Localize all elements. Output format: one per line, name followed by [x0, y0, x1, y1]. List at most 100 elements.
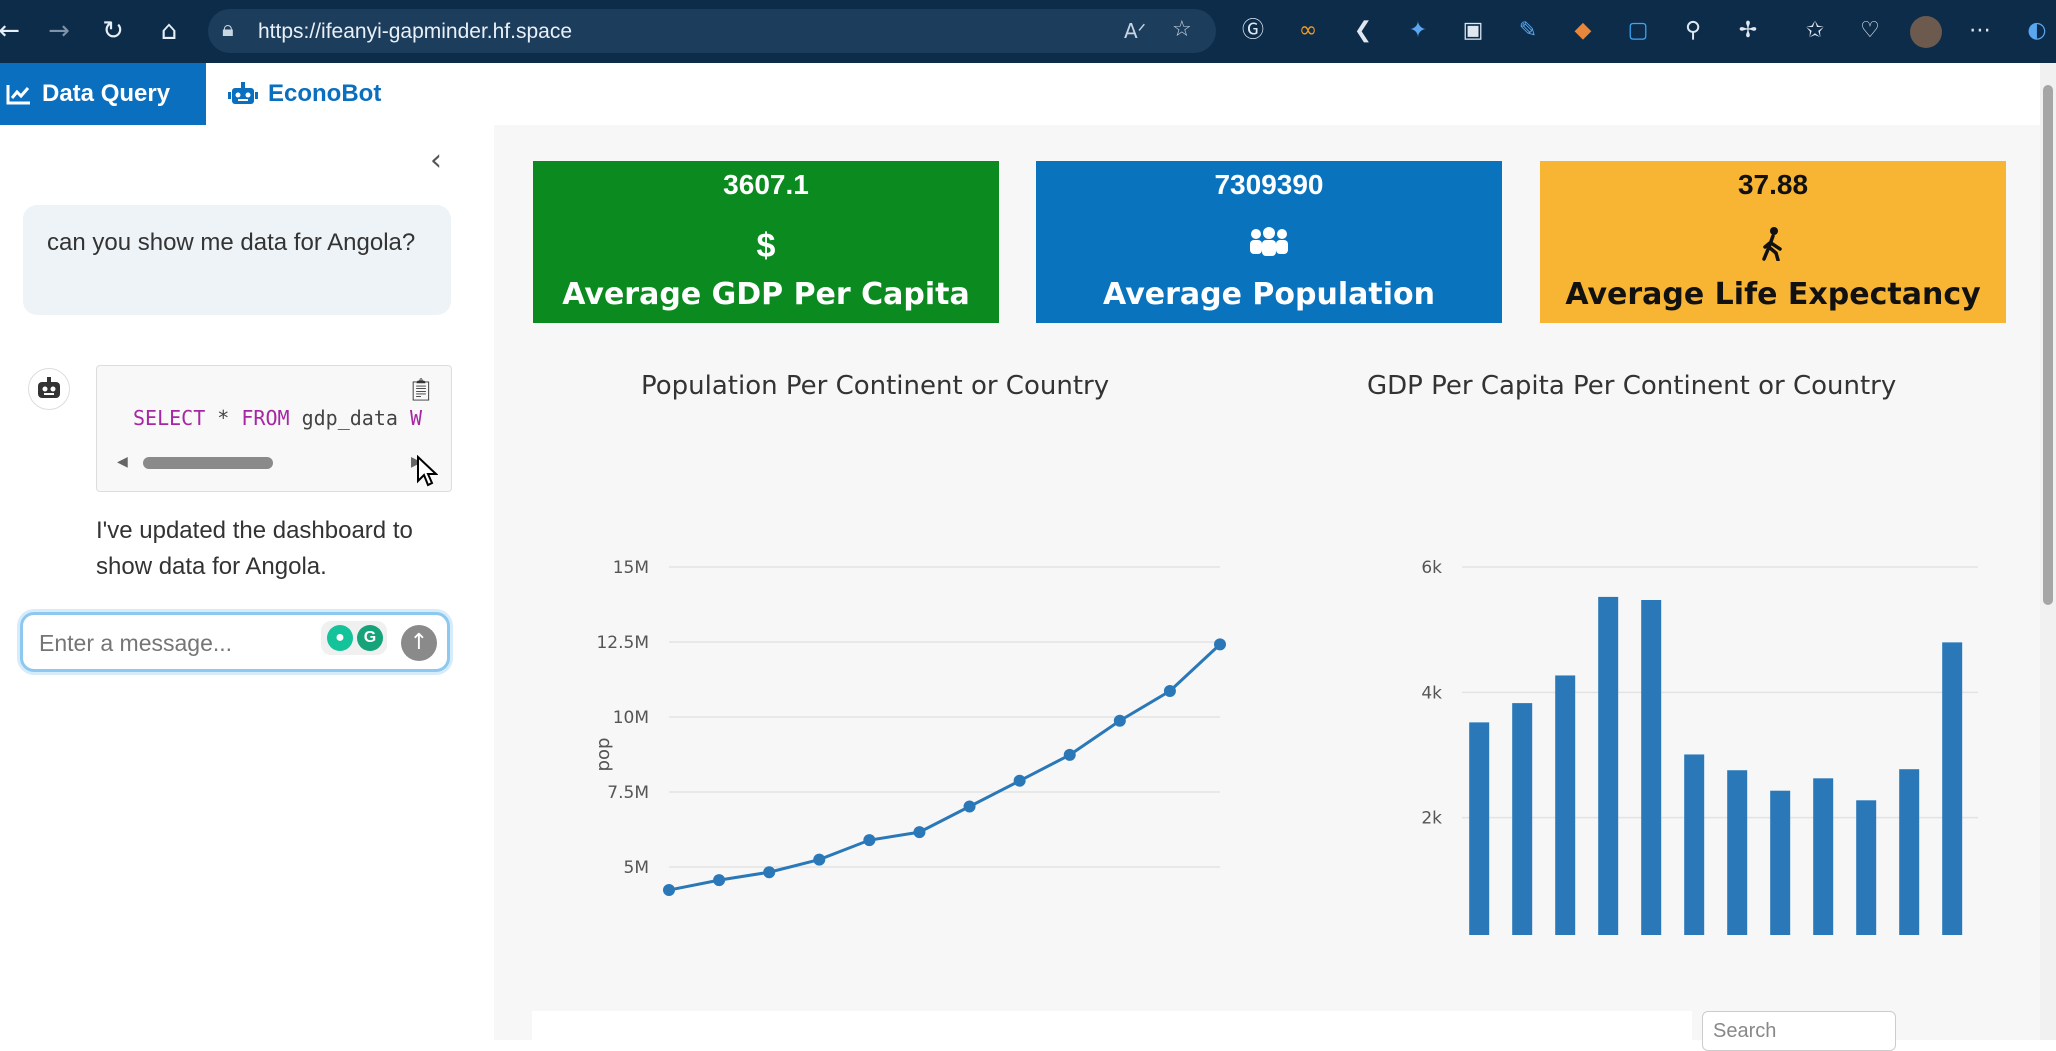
tab-data-query[interactable]: Data Query — [0, 63, 206, 125]
favorite-star-icon[interactable]: ☆ — [1172, 17, 1192, 42]
more-icon[interactable]: ⋯ — [1969, 18, 1991, 43]
line-chart-icon — [6, 85, 30, 105]
profile-avatar[interactable] — [1910, 16, 1942, 48]
data-point — [963, 800, 976, 813]
tab-label: EconoBot — [268, 80, 382, 107]
robot-icon — [228, 82, 258, 104]
people-icon — [1036, 227, 1502, 262]
user-message: can you show me data for Angola? — [23, 205, 451, 315]
population-label: Average Population — [1103, 277, 1435, 312]
data-point — [1113, 714, 1126, 727]
sql-keyword: W — [409, 406, 423, 430]
y-tick-label: 4k — [1421, 683, 1442, 703]
data-point — [813, 853, 826, 866]
y-tick-label: 15M — [613, 558, 649, 578]
bar — [1641, 600, 1662, 935]
grammarly-icon[interactable]: G — [357, 625, 383, 651]
copy-clipboard-icon[interactable]: 📋︎ — [407, 378, 435, 403]
fox-icon[interactable]: ◆ — [1574, 18, 1592, 43]
extension-icon[interactable]: ✦ — [1408, 18, 1428, 43]
bar — [1856, 800, 1877, 935]
refresh-icon[interactable]: ↻ — [102, 16, 124, 46]
page-scrollbar-thumb[interactable] — [2043, 85, 2053, 605]
y-axis-title: pop — [593, 738, 614, 772]
sql-code: SELECT * FROM gdp_data W — [133, 406, 422, 430]
bot-avatar-icon — [28, 368, 70, 410]
sql-text: gdp_data — [289, 406, 410, 430]
grammarly-icon[interactable]: Ⓖ — [1241, 18, 1264, 43]
y-tick-label: 12.5M — [596, 633, 649, 653]
grammarly-widget[interactable]: ● G — [321, 621, 387, 655]
sql-text: * — [205, 406, 242, 430]
code-scrollbar[interactable]: ◀ ▶ — [117, 453, 427, 470]
data-point — [763, 866, 776, 879]
life-expectancy-value: 37.88 — [1737, 169, 1809, 200]
gdp-bar-chart[interactable]: 02k4k6k1950196019701980199020002010yearg… — [1284, 415, 2024, 935]
dollar-icon: $ — [756, 227, 776, 265]
pen-icon[interactable]: ✎ — [1518, 18, 1538, 43]
bar — [1813, 778, 1834, 935]
lock-icon[interactable]: 🔒︎ — [222, 17, 234, 42]
data-point — [863, 834, 876, 847]
chat-icon[interactable]: ▢ — [1627, 18, 1649, 43]
data-point — [1013, 774, 1026, 787]
person-walking-icon — [1540, 227, 2006, 266]
browser-toolbar: ← → ↻ ⌂ 🔒︎ https://ifeanyi-gapminder.hf.… — [0, 0, 2056, 63]
collapse-sidebar-icon[interactable]: ‹ — [430, 143, 442, 178]
scrollbar-thumb[interactable] — [143, 457, 273, 469]
url-text[interactable]: https://ifeanyi-gapminder.hf.space — [258, 20, 573, 43]
data-point — [1063, 748, 1076, 761]
back-arrow-icon[interactable]: ← — [0, 16, 20, 46]
population-value: 7309390 — [1214, 169, 1324, 200]
box-icon[interactable]: ▣ — [1462, 18, 1484, 43]
message-input[interactable] — [37, 627, 311, 659]
message-composer: ● G ↑ — [20, 612, 450, 672]
y-tick-label: 10M — [613, 708, 649, 728]
read-aloud-icon[interactable]: Aᐟ — [1124, 19, 1147, 43]
table-search-input[interactable]: Search — [1702, 1011, 1896, 1051]
bar — [1512, 703, 1533, 935]
lightbulb-icon[interactable]: ● — [327, 625, 353, 651]
forward-arrow-icon[interactable]: → — [48, 16, 70, 46]
gdp-label: Average GDP Per Capita — [562, 277, 970, 312]
gdp-value: 3607.1 — [723, 169, 809, 200]
dashboard: 3607.1 $ Average GDP Per Capita 7309390 … — [494, 125, 2040, 1051]
bar — [1555, 675, 1576, 935]
bar — [1598, 596, 1619, 935]
sql-keyword: SELECT — [133, 406, 206, 430]
series-line — [668, 643, 1222, 892]
gdp-chart-title: GDP Per Capita Per Continent or Country — [1367, 371, 1897, 401]
gdp-card: 3607.1 $ Average GDP Per Capita — [533, 161, 999, 323]
bar — [1469, 722, 1490, 935]
puzzle-icon[interactable]: ✢ — [1738, 18, 1758, 43]
favorites-icon[interactable]: ✩ — [1805, 18, 1825, 43]
sql-keyword: FROM — [241, 406, 290, 430]
bar — [1684, 754, 1705, 935]
y-tick-label: 5M — [624, 858, 649, 878]
y-tick-label: 0 — [1431, 934, 1442, 935]
infinity-icon[interactable]: ∞ — [1298, 18, 1318, 43]
page-scrollbar[interactable] — [2040, 63, 2056, 1040]
chevron-icon[interactable]: ❮ — [1353, 18, 1373, 43]
scroll-left-icon[interactable]: ◀ — [117, 453, 128, 469]
send-button[interactable]: ↑ — [401, 625, 437, 661]
y-tick-label: 2k — [1421, 809, 1442, 829]
health-icon[interactable]: ♡ — [1860, 18, 1880, 43]
bar — [1942, 642, 1963, 935]
population-line-chart[interactable]: 2.5M5M7.5M10M12.5M15M196019802000yearpop… — [533, 415, 1275, 935]
chat-sidebar: ‹ can you show me data for Angola? 📋︎ SE… — [0, 125, 494, 1040]
data-point — [1163, 685, 1176, 698]
life-expectancy-label: Average Life Expectancy — [1565, 277, 1981, 312]
copilot-icon[interactable]: ◐ — [2027, 18, 2047, 43]
sql-code-block: 📋︎ SELECT * FROM gdp_data W ◀ ▶ — [96, 365, 452, 492]
data-point — [913, 826, 926, 839]
address-bar[interactable]: 🔒︎ https://ifeanyi-gapminder.hf.space Aᐟ… — [208, 9, 1216, 53]
scroll-right-icon[interactable]: ▶ — [411, 453, 422, 469]
life-expectancy-card: 37.88 Average Life Expectancy — [1540, 161, 2006, 323]
data-point — [663, 884, 675, 897]
bar — [1899, 769, 1920, 935]
home-icon[interactable]: ⌂ — [160, 16, 178, 46]
tab-econobot[interactable]: EconoBot — [228, 63, 381, 125]
population-card: 7309390 Average Population — [1036, 161, 1502, 323]
magnifier-icon[interactable]: ⚲ — [1684, 18, 1702, 43]
